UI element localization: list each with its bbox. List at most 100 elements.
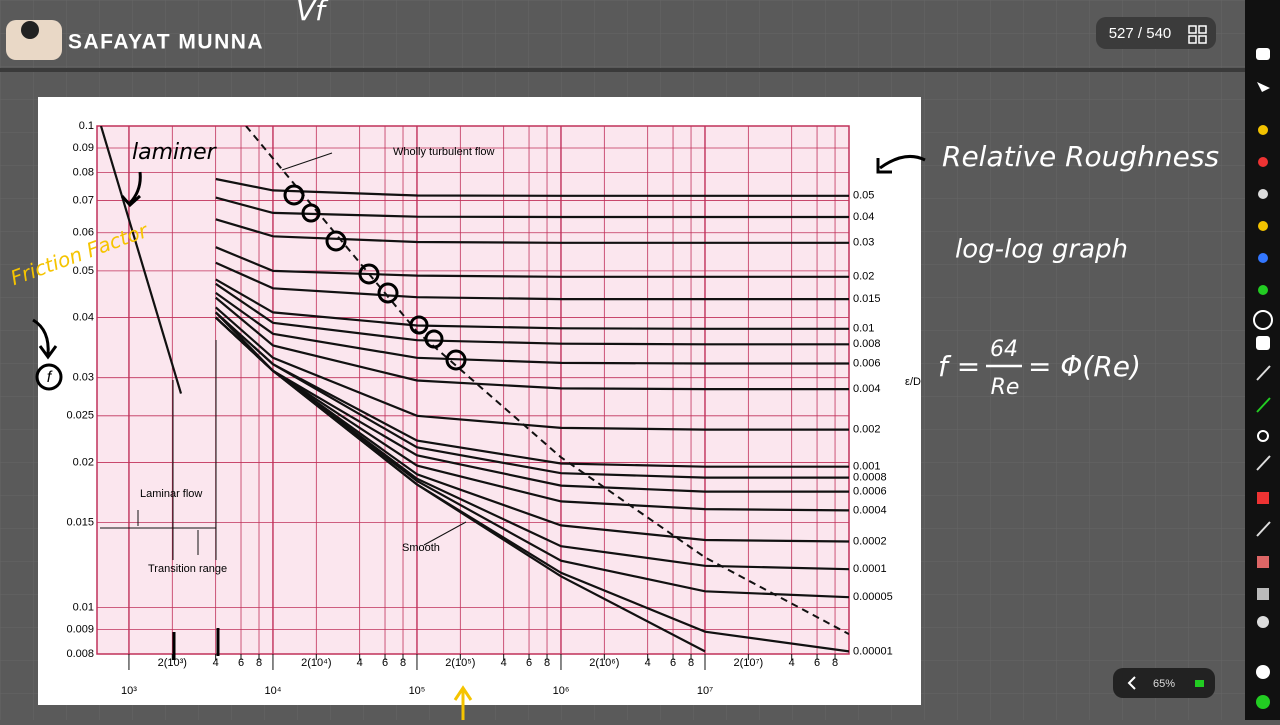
series-line	[215, 218, 849, 244]
x-tick-label: 10³	[121, 685, 137, 697]
grid-view-icon[interactable]	[1188, 25, 1207, 44]
annotation-leaders	[100, 152, 467, 560]
formula-numerator: 64	[990, 337, 1018, 362]
roughness-axis-label: ε/D	[905, 376, 921, 388]
roughness-label: 0.006	[853, 357, 881, 369]
roughness-label: 0.01	[853, 323, 874, 335]
x-tick-label: 8	[256, 657, 262, 669]
roughness-label: 0.015	[853, 293, 881, 305]
annotation: Transition range	[148, 563, 227, 575]
x-tick-label: 4	[213, 657, 219, 669]
avatar-icon	[21, 21, 39, 39]
hand-circles	[120, 154, 926, 660]
x-tick-label: 6	[382, 657, 388, 669]
curves	[99, 126, 849, 653]
series-label: Smooth	[402, 542, 440, 554]
y-tick-label: 0.009	[66, 623, 94, 635]
x-tick-label: 4	[645, 657, 651, 669]
y-tick-label: 0.025	[66, 410, 94, 422]
x-tick-label: 4	[501, 657, 507, 669]
y-tick-label: 0.04	[73, 311, 94, 323]
y-tick-label: 0.015	[66, 516, 94, 528]
x-tick-label: 8	[688, 657, 694, 669]
zoom-level: 65%	[1153, 678, 1175, 690]
x-tick-label: 2(10⁶)	[589, 657, 619, 669]
roughness-label: 0.0008	[853, 472, 887, 484]
roughness-label: 0.00005	[853, 591, 893, 603]
hand-arrow	[32, 318, 58, 360]
x-tick-label: 6	[238, 657, 244, 669]
series-line	[215, 246, 849, 278]
roughness-label: 0.0002	[853, 535, 887, 547]
y-tick-label: 0.08	[73, 167, 94, 179]
zoom-back[interactable]	[1127, 676, 1136, 690]
formula-lhs: f =	[938, 350, 980, 383]
roughness-label: 0.03	[853, 237, 874, 249]
series-line	[215, 282, 849, 346]
y-tick-label: 0.05	[73, 265, 94, 277]
page-counter: 527 / 540	[1109, 25, 1172, 42]
x-tick-label: 4	[789, 657, 795, 669]
hand-note: f	[47, 369, 53, 386]
roughness-label: 0.04	[853, 211, 874, 223]
series-line	[215, 261, 849, 301]
roughness-label: 0.00001	[853, 645, 893, 657]
y-tick-label: 0.1	[79, 120, 94, 132]
roughness-label: 0.05	[853, 190, 874, 202]
hand-note: log-log graph	[955, 235, 1128, 265]
series-line	[215, 177, 849, 197]
hand-circle	[35, 363, 63, 391]
x-tick-label: 2(10⁴)	[301, 657, 331, 669]
series-line	[214, 311, 849, 479]
x-tick-label: 8	[832, 657, 838, 669]
x-tick-label: 2(10³)	[158, 657, 187, 669]
zoom-pill[interactable]	[1113, 668, 1215, 698]
x-tick-label: 6	[670, 657, 676, 669]
toolbar-icons[interactable]	[1253, 48, 1273, 709]
hand-arrow	[453, 685, 473, 720]
channel-name: SAFAYAT MUNNA	[68, 31, 264, 54]
x-tick-label: 10⁷	[697, 685, 713, 697]
roughness-label: 0.008	[853, 338, 881, 350]
lock-icon[interactable]	[1195, 680, 1204, 687]
page-pill[interactable]	[1096, 17, 1216, 49]
series-line	[214, 316, 706, 653]
y-tick-label: 0.07	[73, 194, 94, 206]
y-tick-label: 0.008	[66, 648, 94, 660]
x-tick-label: 6	[814, 657, 820, 669]
series-line	[215, 196, 849, 219]
x-tick-label: 4	[357, 657, 363, 669]
x-tick-label: 10⁶	[553, 685, 570, 697]
series-label: Laminar flow	[140, 488, 202, 500]
formula-denominator: Re	[991, 375, 1020, 400]
series-line	[215, 292, 849, 365]
chart-labels: 0.008 0.009 0.01 0.015 0.02 0.025 0.03 0.04 0.05…	[66, 120, 892, 697]
x-tick-label: 2(10⁷)	[734, 657, 764, 669]
series-label: Wholly turbulent flow	[393, 146, 495, 158]
y-tick-label: 0.09	[73, 142, 94, 154]
series-line	[215, 278, 849, 330]
roughness-label: 0.001	[853, 461, 881, 473]
y-tick-label: 0.06	[73, 227, 94, 239]
roughness-label: 0.0001	[853, 563, 887, 575]
x-tick-label: 10⁵	[409, 685, 426, 697]
series-line	[214, 306, 849, 431]
y-tick-label: 0.02	[73, 456, 94, 468]
header-divider	[0, 68, 1245, 72]
hand-note: Relative Roughness	[942, 140, 1219, 173]
roughness-label: 0.0004	[853, 504, 887, 516]
formula-rhs: = Φ(Re)	[1028, 350, 1141, 383]
toolbar	[1245, 0, 1280, 720]
hand-note: laminer	[132, 140, 218, 165]
x-tick-label: 6	[526, 657, 532, 669]
x-tick-label: 8	[544, 657, 550, 669]
roughness-label: 0.02	[853, 271, 874, 283]
roughness-label: 0.002	[853, 424, 881, 436]
roughness-label: 0.004	[853, 383, 881, 395]
y-tick-label: 0.03	[73, 372, 94, 384]
x-tick-label: 10⁴	[264, 685, 281, 697]
avatar	[6, 20, 62, 60]
